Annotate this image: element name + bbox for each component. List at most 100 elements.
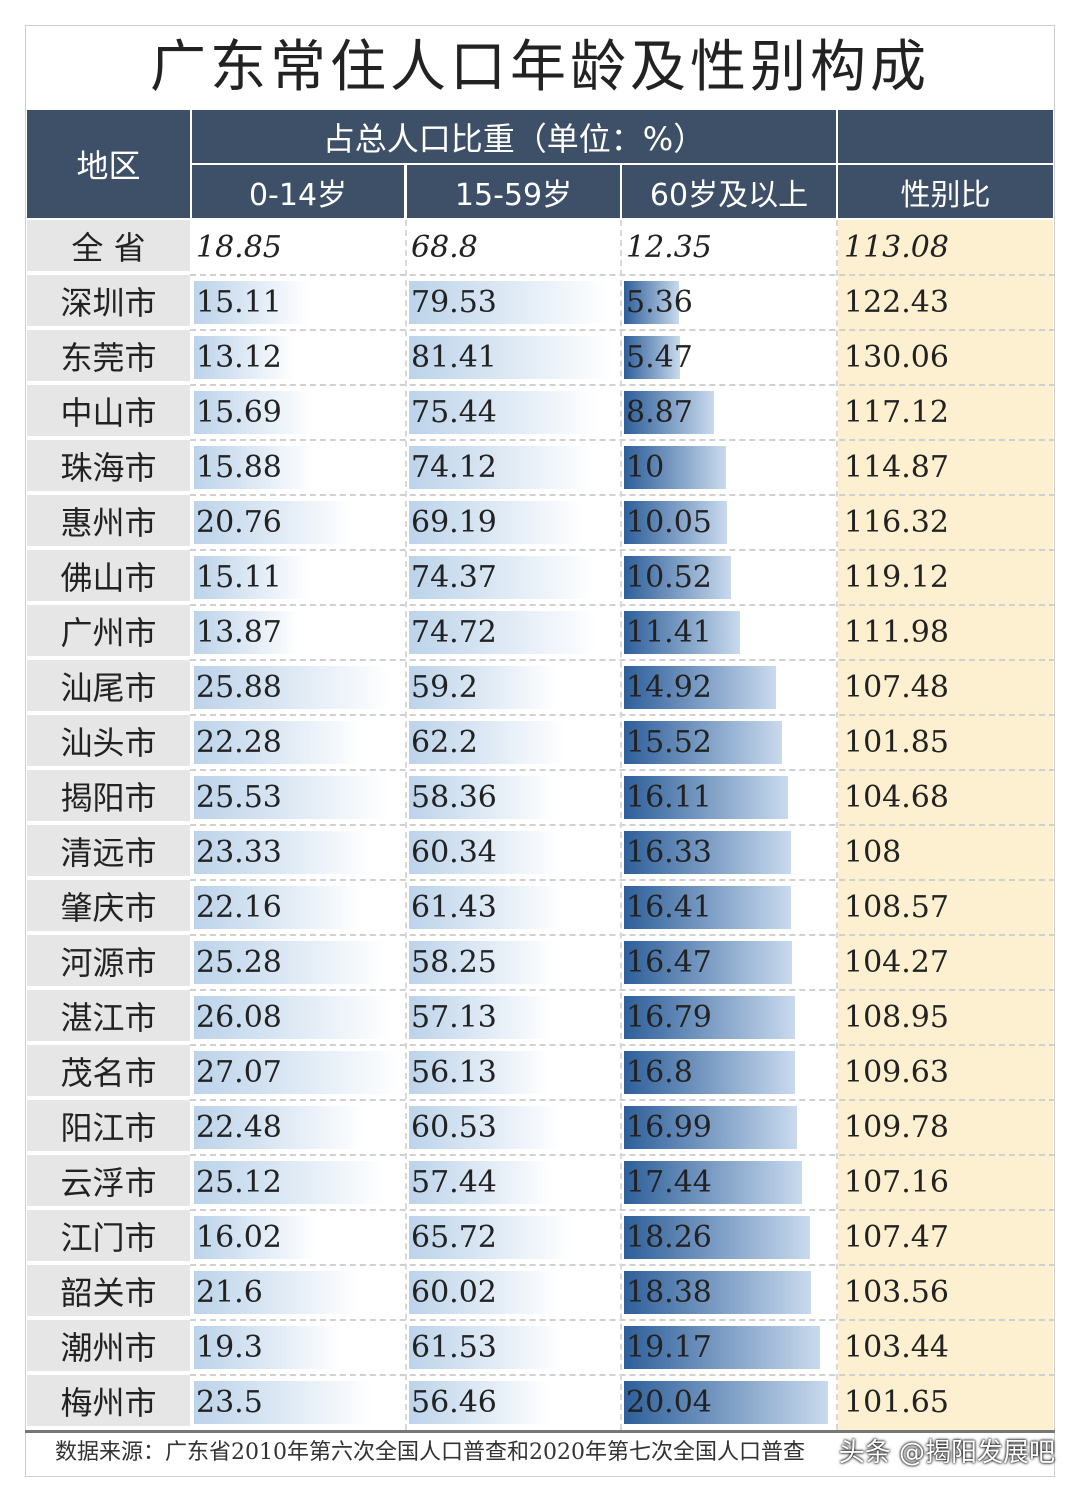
bar [194,1216,316,1259]
value-text: 103.44 [844,1330,949,1365]
value-text: 11.41 [626,615,712,650]
bar [624,996,796,1039]
sex-ratio-cell: 104.68 [838,770,1053,825]
sex-ratio-cell: 104.27 [838,935,1053,990]
value-text: 13.12 [196,340,282,375]
value-text: 74.37 [411,560,497,595]
age-share-cell: 25.88 [192,660,405,715]
header-col3: 60岁及以上 [622,165,836,218]
region-label: 珠海市 [27,440,190,493]
row-divider [190,494,1055,496]
bar [194,666,391,709]
age-share-cell: 68.8 [407,220,620,275]
value-text: 57.13 [411,1000,497,1035]
bar [624,776,789,819]
age-share-cell: 74.12 [407,440,620,495]
sex-ratio-cell: 101.65 [838,1375,1053,1430]
bar [624,666,777,709]
age-share-cell: 16.8 [622,1045,836,1100]
bar [409,721,565,764]
value-text: 10.05 [626,505,712,540]
age-share-cell: 22.48 [192,1100,405,1155]
bar [194,446,315,489]
bar [409,831,560,874]
value-text: 5.47 [626,340,693,375]
age-share-cell: 15.11 [192,550,405,605]
sex-ratio-cell: 107.48 [838,660,1053,715]
value-text: 18.38 [626,1275,712,1310]
age-share-cell: 19.17 [622,1320,836,1375]
value-text: 75.44 [411,395,497,430]
region-label: 肇庆市 [27,880,190,933]
age-share-cell: 20.76 [192,495,405,550]
bar [409,1161,553,1204]
region-label: 梅州市 [27,1375,190,1428]
value-text: 56.13 [411,1055,497,1090]
value-text: 111.98 [844,615,949,650]
value-text: 16.33 [626,835,712,870]
value-text: 15.52 [626,725,712,760]
value-text: 15.11 [196,560,282,595]
bar [194,1106,365,1149]
age-share-cell: 15.88 [192,440,405,495]
region-label: 云浮市 [27,1155,190,1208]
region-label: 汕头市 [27,715,190,768]
bar [194,281,309,324]
sex-ratio-cell: 130.06 [838,330,1053,385]
region-label: 汕尾市 [27,660,190,713]
row-divider [190,824,1055,826]
bar [624,556,732,599]
bar [194,1051,400,1094]
region-label: 佛山市 [27,550,190,603]
header-blank [838,110,1053,163]
column-divider [620,220,622,1430]
age-share-cell: 25.53 [192,770,405,825]
sex-ratio-cell: 122.43 [838,275,1053,330]
value-text: 16.02 [196,1220,282,1255]
bar [194,611,300,654]
value-text: 108.57 [844,890,949,925]
bar [409,446,595,489]
bar [409,1271,560,1314]
age-share-cell: 22.16 [192,880,405,935]
sex-ratio-cell: 103.56 [838,1265,1053,1320]
row-divider [190,1374,1055,1376]
region-label: 韶关市 [27,1265,190,1318]
sex-ratio-cell: 114.87 [838,440,1053,495]
bar [624,721,783,764]
bar [409,391,598,434]
value-text: 15.11 [196,285,282,320]
age-share-cell: 69.19 [407,495,620,550]
sex-ratio-cell: 109.63 [838,1045,1053,1100]
bar [409,666,557,709]
value-text: 116.32 [844,505,949,540]
bar [409,1106,561,1149]
value-text: 15.69 [196,395,282,430]
row-divider [190,879,1055,881]
age-share-cell: 61.53 [407,1320,620,1375]
value-text: 16.47 [626,945,712,980]
region-label: 潮州市 [27,1320,190,1373]
age-share-cell: 25.28 [192,935,405,990]
sex-ratio-cell: 119.12 [838,550,1053,605]
bar [409,1051,550,1094]
value-text: 119.12 [844,560,949,595]
value-text: 58.36 [411,780,497,815]
sex-ratio-cell: 108.95 [838,990,1053,1045]
value-text: 16.41 [626,890,712,925]
sex-ratio-cell: 107.47 [838,1210,1053,1265]
bar [409,886,563,929]
region-label: 惠州市 [27,495,190,548]
row-divider [190,659,1055,661]
age-share-cell: 5.47 [622,330,836,385]
value-text: 22.16 [196,890,282,925]
bar [194,886,363,929]
bar [409,336,613,379]
row-divider [190,769,1055,771]
row-divider [190,439,1055,441]
value-text: 14.92 [626,670,712,705]
sex-ratio-cell: 103.44 [838,1320,1053,1375]
age-share-cell: 20.04 [622,1375,836,1430]
value-text: 61.43 [411,890,497,925]
value-text: 113.08 [844,230,949,265]
